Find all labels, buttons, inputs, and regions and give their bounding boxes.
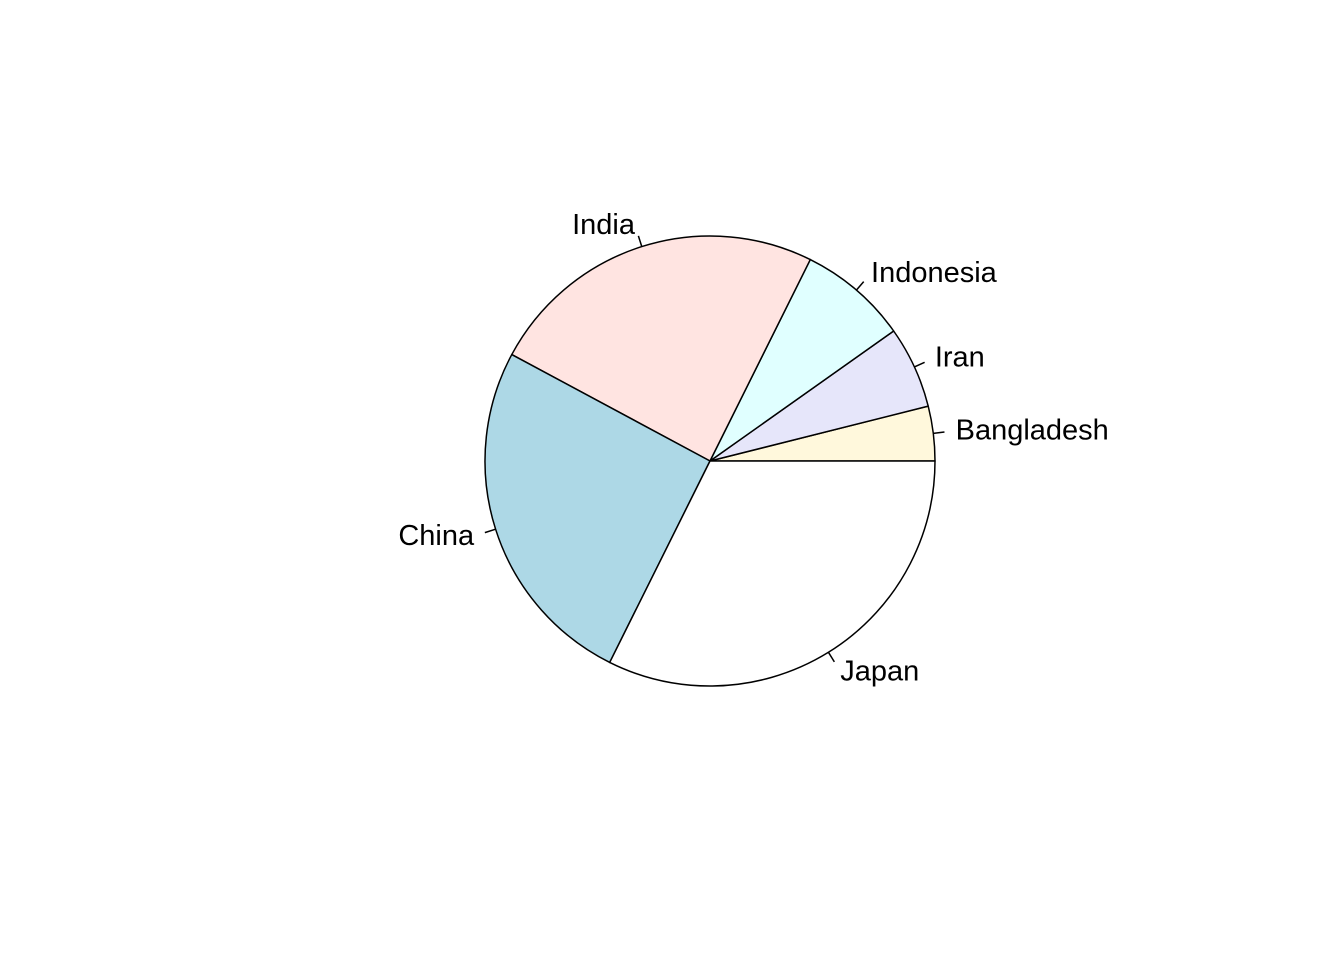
slice-label-bangladesh: Bangladesh bbox=[956, 415, 1109, 447]
label-ticks bbox=[484, 235, 945, 663]
label-tick-china bbox=[484, 528, 496, 534]
label-tick-bangladesh bbox=[933, 431, 945, 435]
slice-label-india: India bbox=[572, 209, 636, 241]
pie-slice-china bbox=[484, 353, 711, 664]
slice-label-indonesia: Indonesia bbox=[871, 257, 998, 289]
slice-label-china: China bbox=[398, 520, 475, 552]
pie-slice-indonesia bbox=[709, 258, 895, 462]
label-tick-india bbox=[637, 235, 643, 247]
slice-label-japan: Japan bbox=[840, 655, 919, 687]
label-tick-japan bbox=[827, 651, 836, 663]
pie-slices bbox=[484, 235, 936, 687]
label-tick-iran bbox=[914, 361, 925, 368]
pie-slice-japan bbox=[608, 460, 936, 687]
slice-label-iran: Iran bbox=[935, 342, 985, 374]
label-tick-indonesia bbox=[855, 281, 865, 291]
slice-labels: Bangladesh Iran Indonesia India China Japan bbox=[398, 209, 1108, 687]
